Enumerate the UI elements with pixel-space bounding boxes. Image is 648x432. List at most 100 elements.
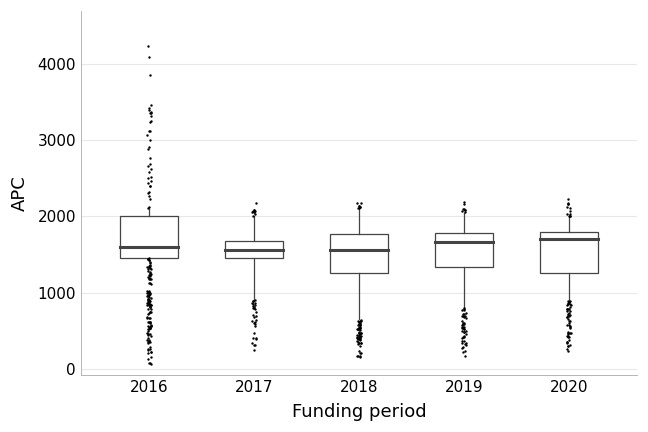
Point	[564, 213, 575, 220]
Point	[145, 143, 155, 150]
Bar	[225, 241, 283, 257]
Point	[354, 347, 364, 354]
Point	[459, 334, 469, 341]
Point	[145, 280, 156, 286]
Point	[144, 263, 154, 270]
Point	[459, 201, 470, 208]
Point	[249, 347, 259, 354]
Point	[145, 301, 155, 308]
Point	[145, 273, 155, 280]
Point	[461, 342, 471, 349]
Point	[142, 299, 152, 306]
Point	[355, 322, 365, 329]
Point	[248, 311, 258, 318]
Point	[143, 360, 154, 367]
Point	[145, 290, 155, 297]
Point	[565, 318, 575, 324]
Point	[146, 118, 156, 124]
Point	[354, 323, 365, 330]
Point	[145, 268, 156, 275]
Point	[354, 330, 364, 337]
Point	[146, 305, 156, 312]
Point	[145, 136, 156, 143]
Point	[354, 333, 364, 340]
Point	[352, 331, 362, 338]
Point	[145, 294, 155, 301]
Point	[146, 302, 156, 308]
Point	[354, 328, 364, 335]
Point	[143, 299, 153, 306]
Point	[142, 287, 152, 294]
Point	[248, 304, 259, 311]
Point	[563, 312, 573, 319]
Point	[352, 334, 362, 341]
Point	[458, 206, 469, 213]
Point	[145, 325, 155, 332]
Point	[352, 334, 362, 340]
Bar	[330, 234, 388, 273]
Point	[457, 307, 467, 314]
Point	[562, 315, 573, 322]
Point	[457, 337, 467, 344]
Point	[564, 213, 575, 219]
Point	[457, 312, 468, 319]
Point	[563, 318, 573, 325]
Point	[145, 291, 155, 298]
Point	[459, 198, 469, 205]
Point	[355, 320, 365, 327]
Point	[249, 313, 260, 320]
Point	[355, 353, 365, 359]
X-axis label: Funding period: Funding period	[292, 403, 426, 421]
Point	[146, 110, 156, 117]
Point	[145, 354, 156, 361]
Point	[145, 271, 155, 278]
Point	[145, 308, 156, 315]
Point	[354, 321, 365, 328]
Point	[143, 267, 154, 274]
Point	[562, 200, 573, 207]
Point	[354, 318, 365, 324]
Point	[562, 328, 573, 335]
Point	[353, 340, 363, 347]
Point	[562, 314, 572, 321]
Point	[143, 42, 153, 49]
Point	[457, 334, 468, 341]
Point	[145, 270, 155, 277]
Point	[249, 302, 260, 308]
Point	[457, 324, 467, 330]
Point	[354, 325, 364, 332]
Point	[564, 310, 575, 317]
Point	[352, 337, 362, 344]
Point	[144, 290, 154, 297]
Point	[562, 332, 573, 339]
Point	[146, 266, 156, 273]
Point	[461, 309, 471, 316]
Point	[563, 343, 573, 349]
Point	[248, 334, 259, 341]
Point	[457, 344, 467, 351]
Point	[563, 319, 573, 326]
Point	[562, 332, 572, 339]
Point	[562, 195, 573, 202]
Point	[144, 264, 154, 270]
Point	[355, 324, 365, 331]
Point	[355, 203, 365, 210]
Point	[145, 331, 156, 338]
Point	[143, 255, 153, 262]
Point	[249, 297, 260, 304]
Point	[143, 265, 153, 272]
Point	[562, 305, 572, 312]
Point	[145, 325, 155, 332]
Point	[356, 333, 366, 340]
Point	[353, 325, 363, 332]
Point	[144, 301, 154, 308]
Point	[143, 163, 153, 170]
Point	[354, 325, 364, 332]
Point	[355, 327, 365, 334]
Point	[145, 261, 156, 268]
Point	[564, 208, 575, 215]
Bar	[121, 216, 178, 258]
Point	[146, 321, 156, 328]
Point	[249, 209, 259, 216]
Point	[355, 329, 365, 336]
